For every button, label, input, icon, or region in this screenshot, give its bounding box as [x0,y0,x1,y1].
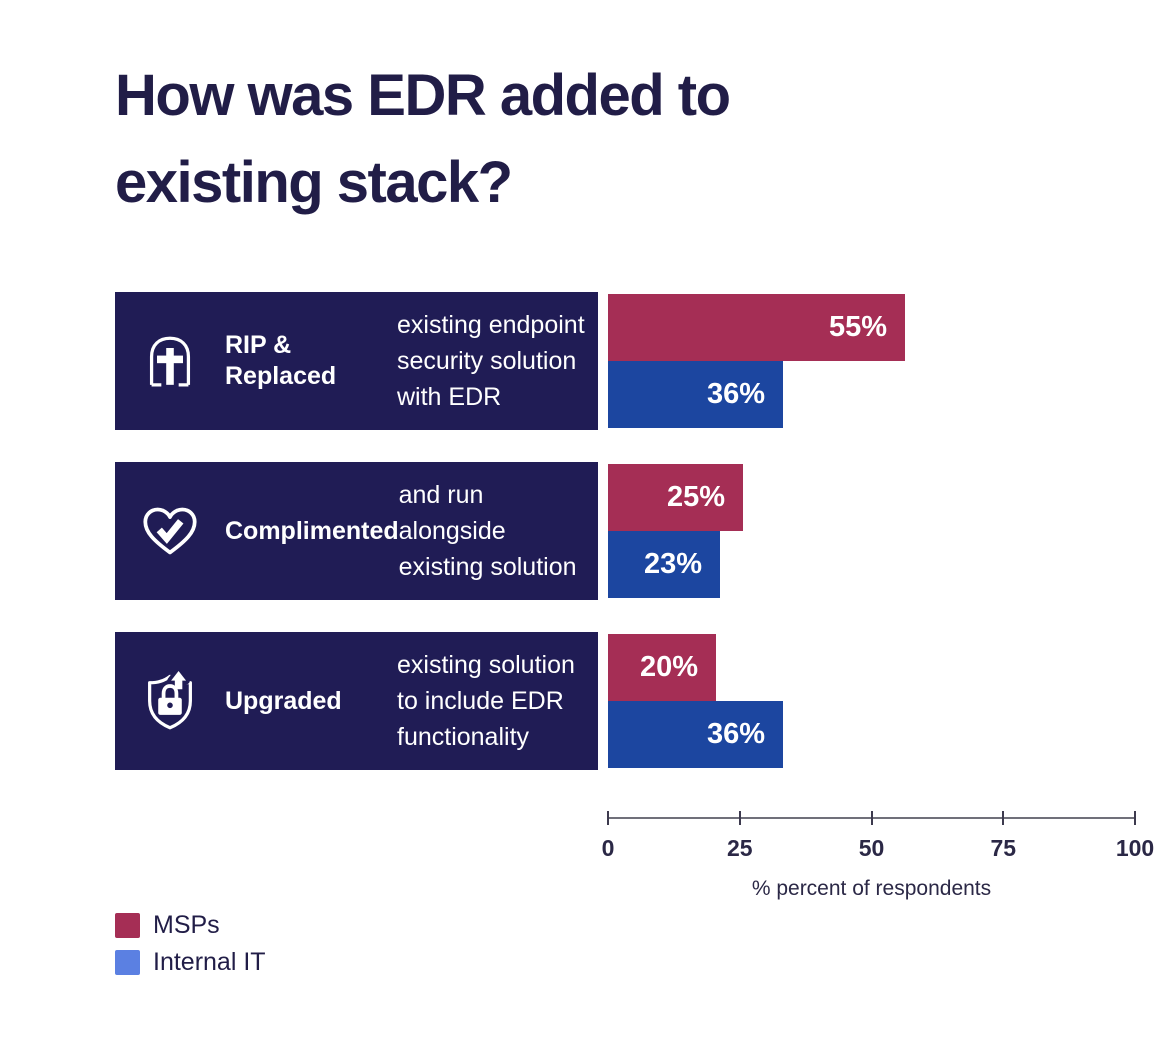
bar-msps: 55% [608,294,905,361]
legend-item-internal-it: Internal IT [115,947,266,976]
legend-label: Internal IT [153,947,266,976]
legend-item-msps: MSPs [115,910,266,939]
x-axis-tick-label: 0 [601,835,615,861]
category-box-complimented: Complimented and run alongside existing … [115,462,598,600]
chart-title: How was EDR added to existing stack? [115,63,731,215]
bar-internal-it: 23% [608,531,720,598]
x-axis-tick [870,811,873,825]
bar-msps: 25% [608,464,743,531]
bar-group: 20% 36% [608,632,783,770]
bar-msps: 20% [608,634,716,701]
bar-value-label: 25% [666,481,725,513]
category-description: existing endpoint security solution with… [397,311,585,411]
bar-group: 55% 36% [608,292,905,430]
tombstone-cross-icon [115,335,225,387]
x-axis-tick [1002,811,1005,825]
x-axis-tick-label: 100 [1115,835,1155,861]
x-axis-tick [738,811,741,825]
bar-value-label: 36% [706,718,765,750]
x-axis-tick-label: 50 [858,835,885,861]
bar-value-label: 23% [643,548,702,580]
chart-row-upgraded: Upgraded existing solution to include ED… [115,632,1145,770]
category-label: Complimented [225,516,399,545]
x-axis-tick-label: 75 [990,835,1017,861]
bar-value-label: 36% [706,378,765,410]
category-box-rip-replaced: RIP & Replaced existing endpoint securit… [115,292,598,430]
legend-label: MSPs [153,910,220,939]
chart-legend: MSPs Internal IT [115,910,266,986]
bar-internal-it: 36% [608,701,783,768]
bar-group: 25% 23% [608,462,743,600]
chart-row-complimented: Complimented and run alongside existing … [115,462,1145,600]
category-label: Upgraded [225,686,342,715]
category-box-upgraded: Upgraded existing solution to include ED… [115,632,598,770]
legend-swatch-internal-it [115,949,140,975]
x-axis-tick-label: 25 [726,835,753,861]
bar-internal-it: 36% [608,361,783,428]
x-axis-caption: % percent of respondents [751,877,992,900]
category-description: existing solution to include EDR functio… [397,651,575,751]
category-label: RIP & Replaced [225,331,337,390]
bar-chart: RIP & Replaced existing endpoint securit… [115,292,1154,900]
bar-value-label: 55% [828,311,887,343]
heart-check-icon [115,505,225,557]
legend-swatch-msps [115,912,140,938]
category-description: and run alongside existing solution [398,481,577,581]
x-axis-tick [607,811,609,825]
shield-lock-upgrade-icon [115,671,225,731]
x-axis-tick [1134,811,1136,825]
chart-row-rip-replaced: RIP & Replaced existing endpoint securit… [115,292,1145,430]
bar-value-label: 20% [639,651,698,683]
